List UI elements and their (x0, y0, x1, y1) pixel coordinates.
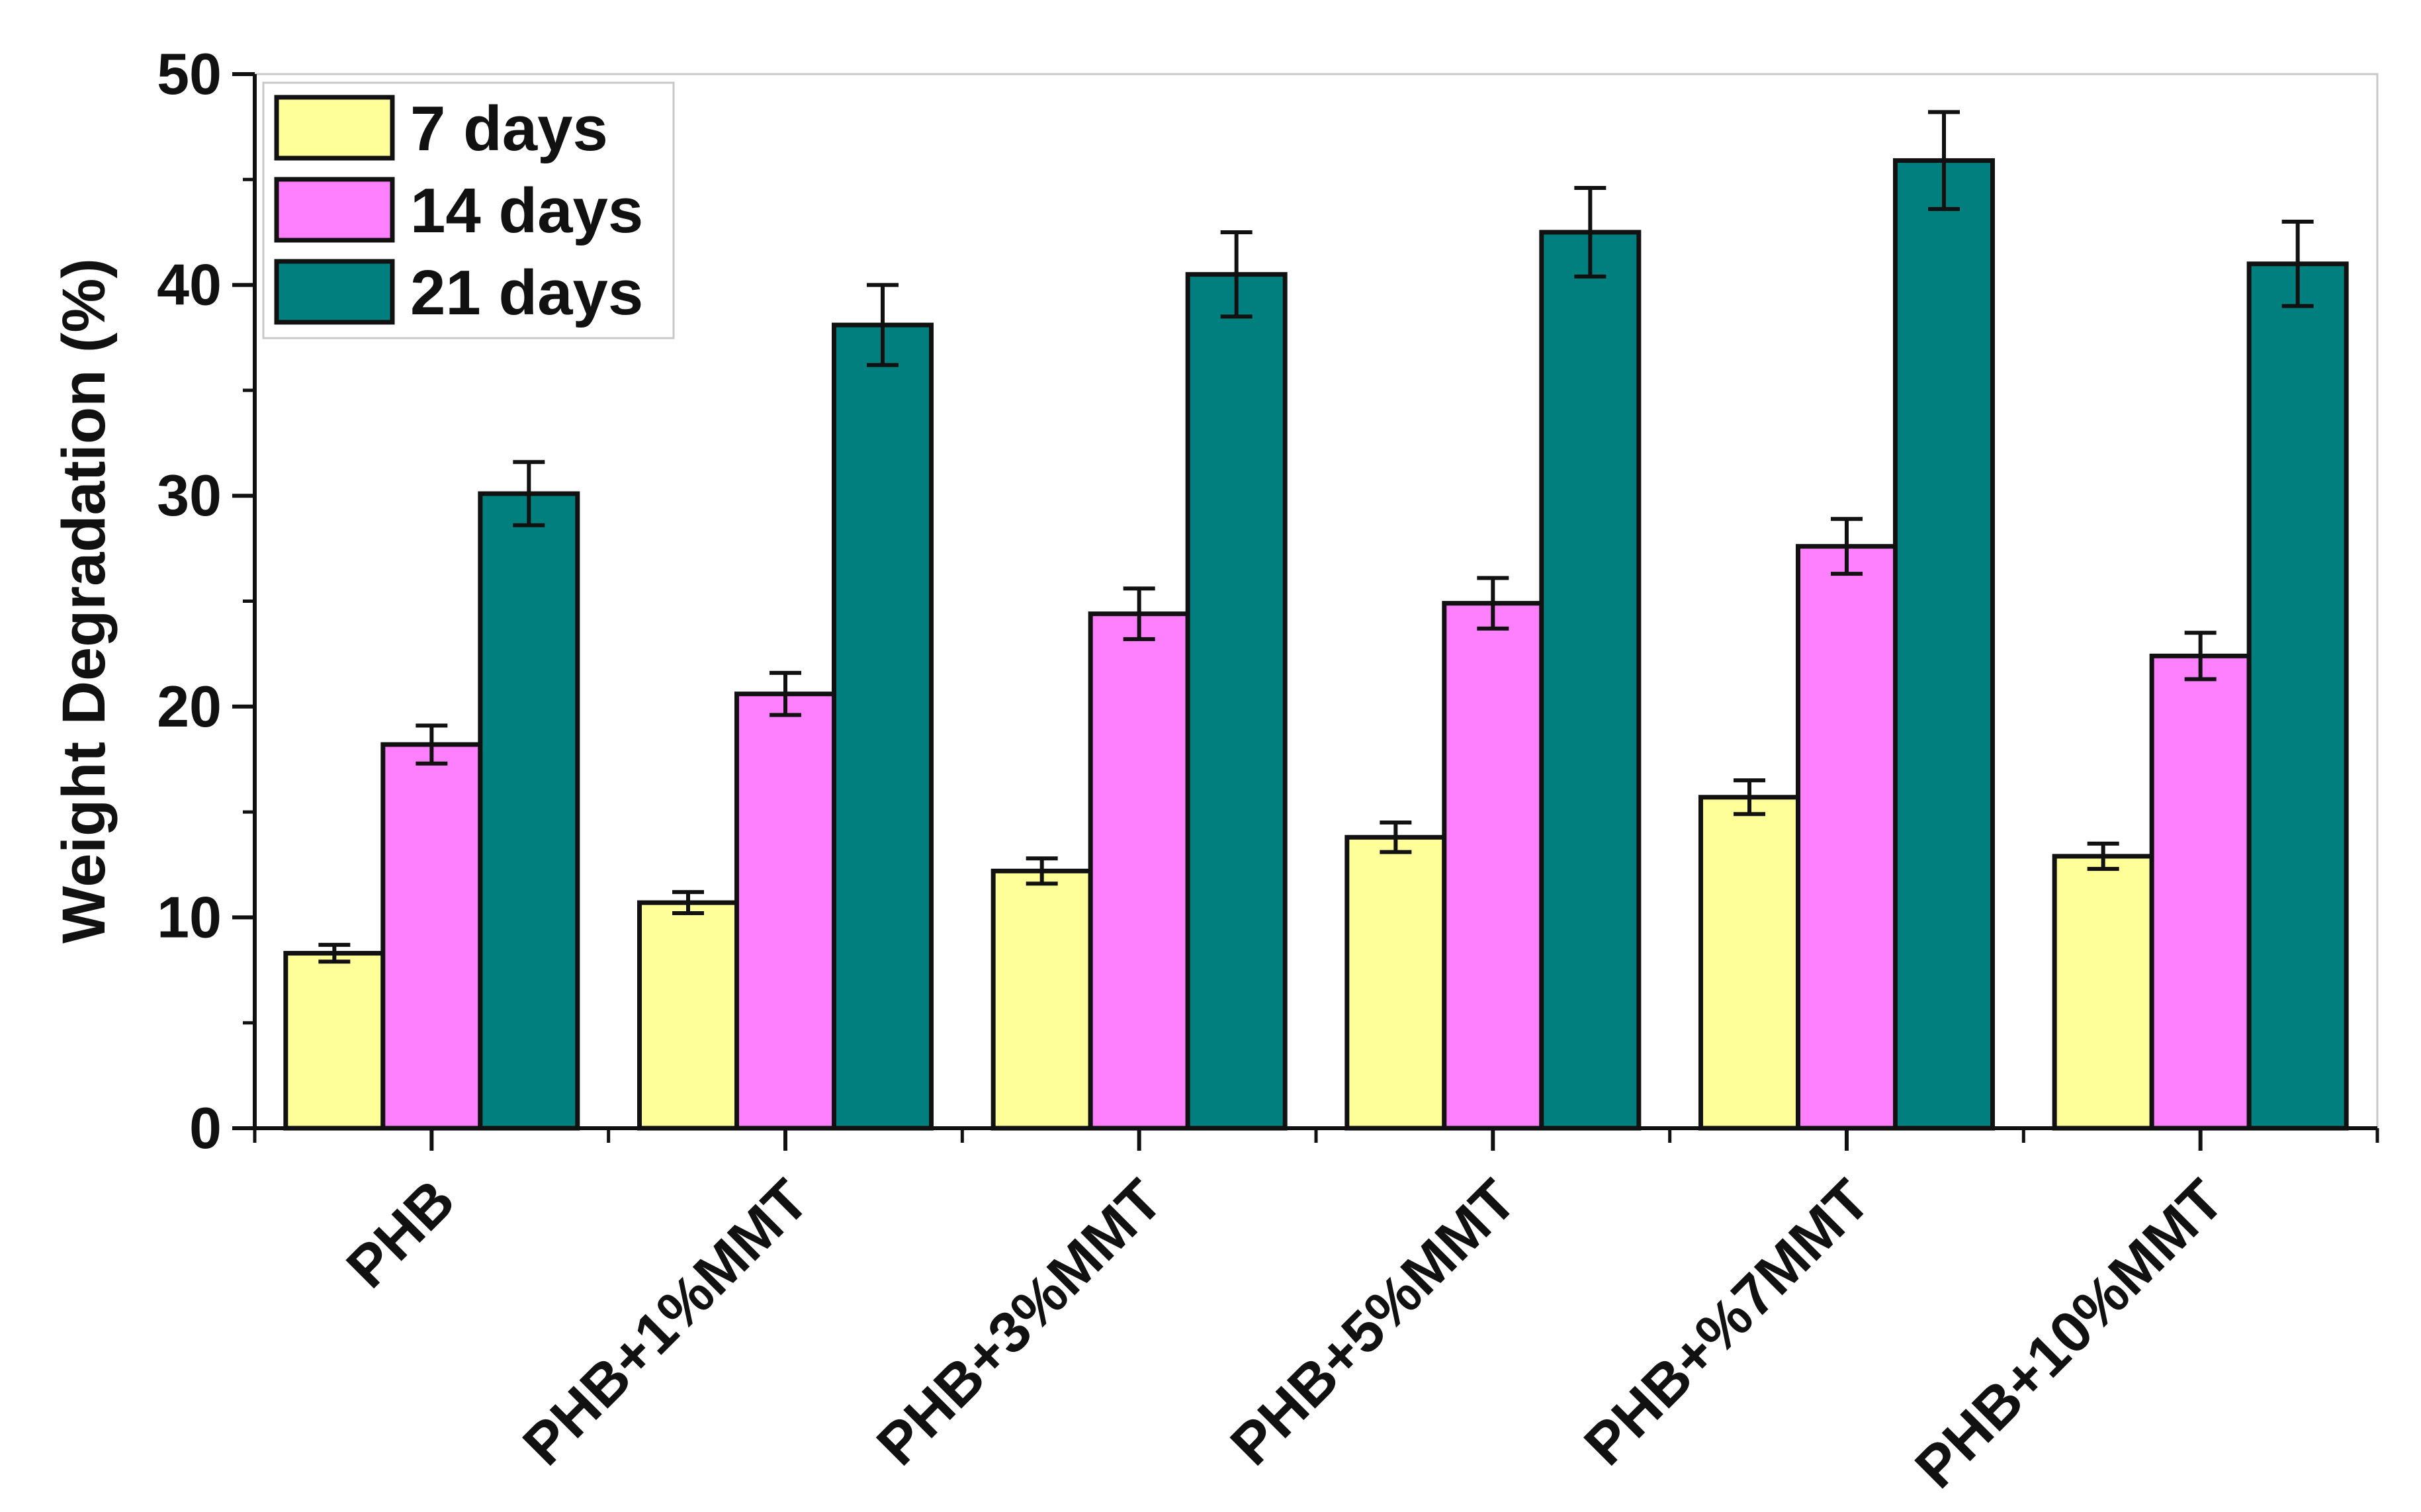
error-bar-21-days-3 (1220, 230, 1253, 319)
bars-layer (283, 158, 2349, 1131)
y-tick-label-20: 20 (157, 674, 222, 739)
bar-21-days-4 (1539, 230, 1642, 1131)
x-tick-label-4: PHB+5%MMT (1217, 1167, 1528, 1477)
error-bar-14-days-1 (416, 723, 448, 766)
bar-14-days-6 (2149, 653, 2252, 1131)
bar-7-days-6 (2052, 854, 2154, 1131)
bar-21-days-5 (1893, 158, 1995, 1131)
error-bar-21-days-6 (2281, 220, 2314, 308)
bar-7-days-1 (283, 951, 386, 1131)
legend-swatch (274, 177, 395, 243)
bar-14-days-1 (380, 742, 483, 1131)
error-bar-14-days-4 (1477, 576, 1509, 631)
bar-21-days-1 (478, 491, 580, 1131)
error-bar-14-days-3 (1123, 586, 1155, 641)
legend-item-21-days: 21 days (274, 257, 643, 328)
bar-14-days-3 (1088, 611, 1190, 1131)
error-bar-7-days-2 (672, 890, 704, 916)
error-bar-7-days-3 (1026, 856, 1058, 886)
y-tick-label-40: 40 (157, 252, 222, 318)
y-tick-label-0: 0 (189, 1095, 222, 1161)
legend-swatch (274, 259, 395, 325)
error-bar-7-days-4 (1380, 821, 1412, 854)
bar-7-days-3 (990, 868, 1093, 1131)
x-tick-label-1: PHB (333, 1167, 466, 1300)
bar-7-days-5 (1698, 795, 1800, 1131)
bar-14-days-5 (1796, 544, 1898, 1131)
bar-14-days-4 (1442, 601, 1544, 1131)
x-tick-label-3: PHB+3%MMT (864, 1167, 1174, 1477)
bar-21-days-2 (832, 322, 934, 1131)
error-bar-14-days-6 (2184, 631, 2217, 682)
bar-7-days-4 (1344, 834, 1447, 1131)
bar-7-days-2 (637, 900, 739, 1131)
legend-swatch (274, 95, 395, 161)
legend-item-7-days: 7 days (274, 93, 608, 164)
error-bar-21-days-4 (1574, 186, 1607, 279)
legend-item-14-days: 14 days (274, 175, 643, 246)
legend-label: 7 days (410, 93, 608, 164)
error-bar-21-days-2 (867, 283, 899, 367)
bar-21-days-3 (1185, 272, 1288, 1131)
bar-21-days-6 (2246, 261, 2349, 1131)
error-bar-7-days-1 (318, 942, 351, 964)
x-tick-label-5: PHB+%7MMT (1571, 1167, 1882, 1477)
x-tick-label-6: PHB+10%MMT (1902, 1167, 2236, 1500)
y-tick-label-50: 50 (157, 41, 222, 107)
error-bar-21-days-5 (1928, 110, 1960, 211)
bar-14-days-2 (734, 691, 836, 1131)
error-bar-7-days-5 (1734, 778, 1765, 817)
y-tick-label-30: 30 (157, 463, 222, 528)
legend-label: 14 days (410, 175, 643, 246)
legend-label: 21 days (410, 257, 643, 328)
legend: 7 days 14 days 21 days (262, 81, 675, 339)
error-bar-14-days-5 (1831, 517, 1863, 576)
error-bar-7-days-6 (2087, 841, 2119, 871)
y-axis-title: Weight Degradation (%) (50, 258, 118, 944)
x-tick-label-2: PHB+1%MMT (510, 1167, 820, 1477)
error-bar-14-days-2 (770, 670, 801, 717)
y-tick-label-10: 10 (157, 884, 222, 950)
error-bars-layer (318, 110, 2314, 964)
error-bar-21-days-1 (513, 460, 545, 527)
